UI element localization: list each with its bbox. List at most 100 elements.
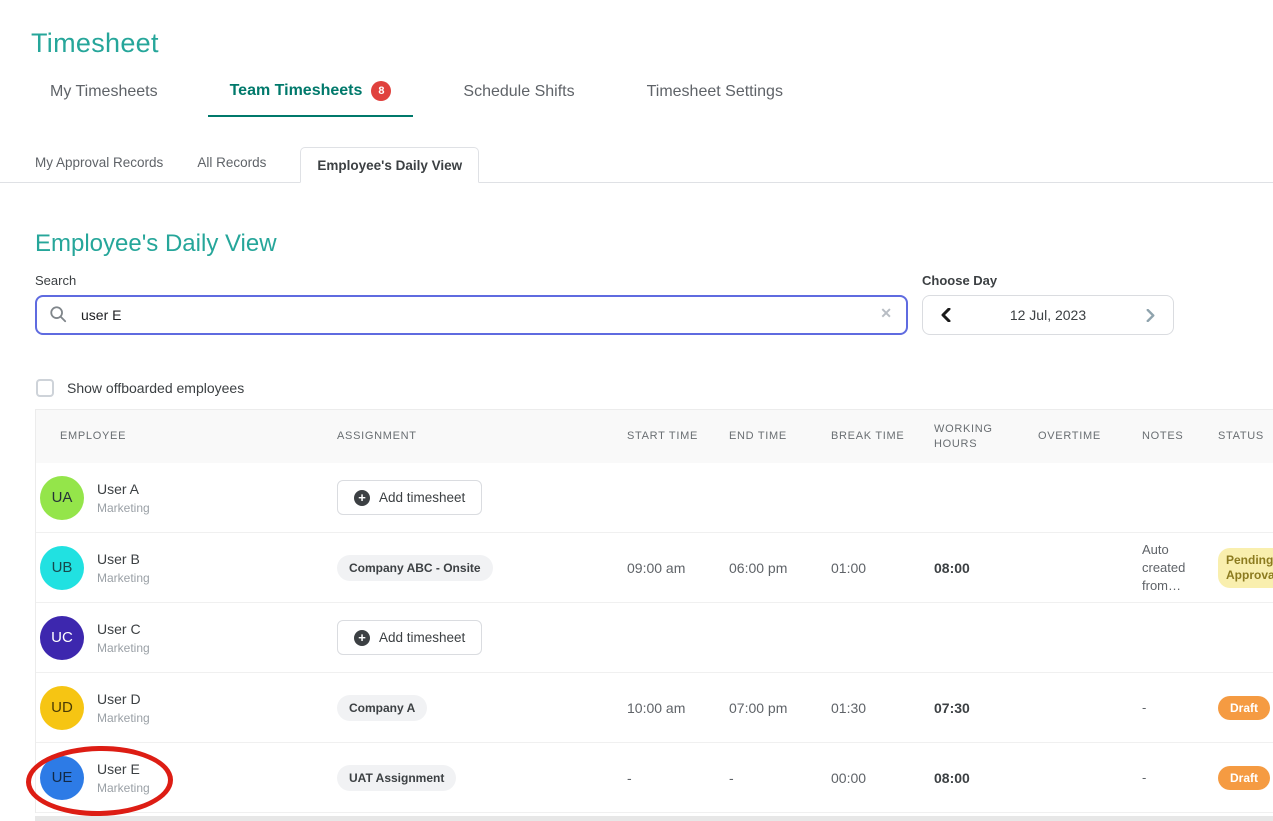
horizontal-scrollbar[interactable] — [35, 816, 1273, 821]
status-badge[interactable]: Draft — [1218, 695, 1271, 720]
plus-icon — [354, 489, 370, 506]
employee-cell[interactable]: UA User A Marketing — [36, 475, 337, 520]
search-label: Search — [35, 273, 77, 288]
search-input[interactable] — [35, 295, 908, 335]
column-header-end-time: END TIME — [729, 430, 787, 442]
employee-cell[interactable]: UD User D Marketing — [36, 685, 337, 730]
employee-cell[interactable]: UB User B Marketing — [36, 545, 337, 590]
main-tab-bar: My Timesheets Team Timesheets 8 Schedule… — [0, 81, 1273, 117]
employee-department: Marketing — [97, 500, 150, 515]
avatar: UE — [40, 755, 84, 800]
table-header-row: EMPLOYEE ASSIGNMENT START TIME END TIME … — [36, 410, 1273, 463]
column-header-status: STATUS — [1218, 430, 1264, 442]
end-time-cell: 07:00 pm — [729, 699, 788, 716]
start-time-cell: 10:00 am — [627, 699, 686, 716]
working-hours-cell: 08:00 — [934, 559, 970, 576]
selected-day: 12 Jul, 2023 — [1009, 307, 1087, 323]
break-time-cell: 01:30 — [831, 699, 867, 716]
tab-label: My Timesheets — [50, 83, 158, 100]
break-time-cell: 01:00 — [831, 559, 867, 576]
column-header-working-hours: WORKING HOURS — [934, 422, 993, 450]
tab-schedule-shifts[interactable]: Schedule Shifts — [441, 83, 596, 117]
status-cell: Draft — [1218, 695, 1273, 720]
start-time-cell: 09:00 am — [627, 559, 686, 576]
notes-cell: - — [1142, 699, 1147, 715]
employee-department: Marketing — [97, 710, 150, 725]
tab-my-timesheets[interactable]: My Timesheets — [28, 83, 180, 117]
assignment-cell: Company A — [337, 694, 627, 721]
tab-label: Schedule Shifts — [463, 83, 575, 100]
end-time-cell: 06:00 pm — [729, 559, 788, 576]
employee-department: Marketing — [97, 570, 150, 585]
page-title: Timesheet — [31, 28, 159, 58]
filter-controls: Search ✕ Choose Day 12 Jul, 2023 — [35, 273, 1273, 335]
tab-label: Team Timesheets — [229, 82, 363, 99]
employee-department: Marketing — [97, 640, 150, 655]
status-cell: Draft — [1218, 765, 1273, 790]
employee-name: User B — [97, 550, 140, 567]
next-day-button[interactable] — [1127, 296, 1173, 334]
assignment-chip[interactable]: UAT Assignment — [337, 764, 457, 791]
notes-cell[interactable]: Auto created from… — [1142, 541, 1186, 593]
employee-name: User C — [97, 620, 141, 637]
tab-team-timesheets[interactable]: Team Timesheets 8 — [207, 81, 414, 117]
column-header-overtime: OVERTIME — [1038, 430, 1101, 442]
offboarded-checkbox-label: Show offboarded employees — [67, 380, 245, 396]
employee-cell[interactable]: UC User C Marketing — [36, 615, 337, 660]
timesheet-table: EMPLOYEE ASSIGNMENT START TIME END TIME … — [35, 409, 1273, 813]
plus-icon — [354, 629, 370, 646]
end-time-cell: - — [729, 769, 734, 786]
subtab-employees-daily-view[interactable]: Employee's Daily View — [300, 147, 480, 183]
count-badge: 8 — [371, 81, 392, 101]
day-picker-group: Choose Day 12 Jul, 2023 — [922, 273, 1174, 335]
assignment-chip[interactable]: Company ABC - Onsite — [337, 554, 493, 581]
tab-timesheet-settings[interactable]: Timesheet Settings — [625, 83, 805, 117]
column-header-start-time: START TIME — [627, 430, 698, 442]
offboarded-checkbox[interactable] — [36, 379, 54, 397]
table-row: UC User C Marketing Add timesheet — [36, 603, 1273, 673]
employee-cell[interactable]: UE User E Marketing — [36, 755, 337, 800]
employee-name: User D — [97, 690, 141, 707]
avatar: UD — [40, 685, 84, 730]
notes-cell: - — [1142, 769, 1147, 785]
assignment-chip[interactable]: Company A — [337, 694, 428, 721]
status-cell: Pending For Approval — [1218, 547, 1273, 588]
search-icon — [50, 306, 67, 323]
subtab-all-records[interactable]: All Records — [197, 155, 267, 170]
offboarded-toggle-row: Show offboarded employees — [36, 379, 1273, 397]
assignment-cell: Add timesheet — [337, 480, 627, 515]
add-timesheet-label: Add timesheet — [379, 630, 466, 645]
employee-name: User E — [97, 760, 140, 777]
column-header-employee: EMPLOYEE — [60, 430, 127, 442]
chevron-left-icon — [941, 308, 951, 322]
employee-department: Marketing — [97, 780, 150, 795]
sub-tab-bar: My Approval Records All Records Employee… — [0, 146, 1273, 183]
assignment-cell: UAT Assignment — [337, 764, 627, 791]
column-header-break-time: BREAK TIME — [831, 430, 905, 442]
avatar: UC — [40, 615, 84, 660]
chevron-right-icon — [1146, 308, 1154, 322]
employee-name: User A — [97, 480, 140, 497]
tab-label: Timesheet Settings — [646, 83, 783, 100]
column-header-assignment: ASSIGNMENT — [337, 430, 417, 442]
search-group: Search ✕ — [35, 273, 908, 335]
avatar: UA — [40, 475, 84, 520]
add-timesheet-button[interactable]: Add timesheet — [337, 480, 483, 515]
add-timesheet-label: Add timesheet — [379, 490, 466, 505]
previous-day-button[interactable] — [923, 296, 969, 334]
add-timesheet-button[interactable]: Add timesheet — [337, 620, 483, 655]
section-title: Employee's Daily View — [35, 230, 277, 257]
table-row: UE User E Marketing UAT Assignment - - 0… — [36, 743, 1273, 813]
table-row: UA User A Marketing Add timesheet — [36, 463, 1273, 533]
break-time-cell: 00:00 — [831, 769, 867, 786]
status-badge[interactable]: Draft — [1218, 765, 1271, 790]
status-badge[interactable]: Pending For Approval — [1218, 547, 1273, 588]
column-header-notes: NOTES — [1142, 430, 1184, 442]
table-row: UD User D Marketing Company A 10:00 am 0… — [36, 673, 1273, 743]
working-hours-cell: 08:00 — [934, 769, 970, 786]
subtab-my-approval-records[interactable]: My Approval Records — [35, 155, 164, 170]
assignment-cell: Add timesheet — [337, 620, 627, 655]
clear-search-icon[interactable]: ✕ — [880, 305, 892, 321]
search-field: ✕ — [35, 295, 908, 335]
